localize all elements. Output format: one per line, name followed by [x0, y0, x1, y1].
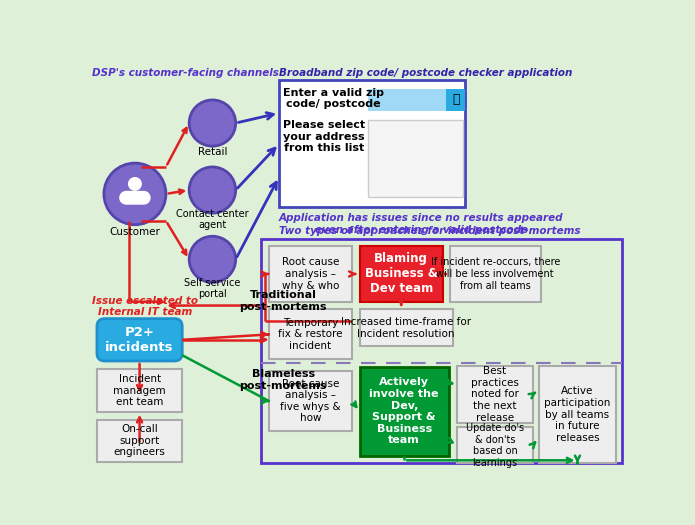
Text: Root cause
analysis –
why & who: Root cause analysis – why & who: [281, 257, 339, 290]
Bar: [368, 120, 463, 197]
Text: Actively
involve the
Dev,
Support &
Business
team: Actively involve the Dev, Support & Busi…: [370, 377, 439, 445]
Text: If incident re-occurs, there
will be less involvement
from all teams: If incident re-occurs, there will be les…: [431, 257, 560, 290]
Circle shape: [128, 177, 142, 191]
Text: 🔍: 🔍: [452, 93, 459, 107]
Text: DSP's customer-facing channels: DSP's customer-facing channels: [92, 68, 279, 78]
Text: Active
participation
by all teams
in future
releases: Active participation by all teams in fut…: [544, 386, 611, 443]
Text: Issue escalated to
Internal IT team: Issue escalated to Internal IT team: [92, 296, 198, 317]
Bar: [97, 419, 182, 462]
Text: Increased time-frame for
Incident resolution: Increased time-frame for Incident resolu…: [341, 317, 471, 339]
Text: Customer: Customer: [110, 227, 161, 237]
Text: Blameless
post-mortems: Blameless post-mortems: [240, 370, 327, 391]
Bar: [269, 371, 352, 431]
Text: Retail: Retail: [197, 148, 227, 158]
Text: On-call
support
engineers: On-call support engineers: [114, 424, 165, 457]
Bar: [269, 246, 352, 302]
Text: P2+
incidents: P2+ incidents: [106, 326, 174, 354]
Text: Blaming
Business &
Dev team: Blaming Business & Dev team: [365, 253, 438, 296]
Bar: [360, 246, 443, 302]
Text: Best
practices
noted for
the next
release: Best practices noted for the next releas…: [471, 366, 519, 423]
Bar: [457, 365, 532, 423]
Bar: [279, 80, 465, 207]
Text: Contact center
agent: Contact center agent: [176, 208, 249, 230]
Bar: [445, 89, 465, 111]
Text: Application has issues since no results appeared
even after entering a valid pos: Application has issues since no results …: [279, 213, 564, 235]
Text: Two types of approaches for incident post-mortems: Two types of approaches for incident pos…: [279, 226, 580, 236]
Text: Please select
your address
from this list: Please select your address from this lis…: [283, 120, 365, 153]
Circle shape: [189, 100, 236, 146]
Bar: [450, 246, 541, 302]
Bar: [539, 365, 616, 464]
Text: Root cause
analysis –
five whys &
how: Root cause analysis – five whys & how: [280, 379, 341, 424]
Bar: [360, 309, 452, 346]
Text: Enter a valid zip
code/ postcode: Enter a valid zip code/ postcode: [283, 88, 384, 109]
Text: Incident
managem
ent team: Incident managem ent team: [113, 374, 166, 407]
Circle shape: [189, 167, 236, 213]
Circle shape: [104, 163, 166, 225]
Bar: [360, 367, 449, 456]
FancyBboxPatch shape: [97, 319, 182, 361]
Bar: [97, 370, 182, 412]
Text: Traditional
post-mortems: Traditional post-mortems: [240, 290, 327, 312]
Circle shape: [189, 236, 236, 282]
Text: Self service
portal: Self service portal: [184, 278, 240, 299]
Text: Broadband zip code/ postcode checker application: Broadband zip code/ postcode checker app…: [279, 68, 573, 78]
Bar: [261, 238, 621, 464]
Bar: [457, 427, 532, 464]
Bar: [269, 309, 352, 360]
Text: Temporary
fix & restore
incident: Temporary fix & restore incident: [278, 318, 343, 351]
Text: Update do's
& don'ts
based on
learnings: Update do's & don'ts based on learnings: [466, 423, 524, 468]
Bar: [368, 89, 445, 111]
